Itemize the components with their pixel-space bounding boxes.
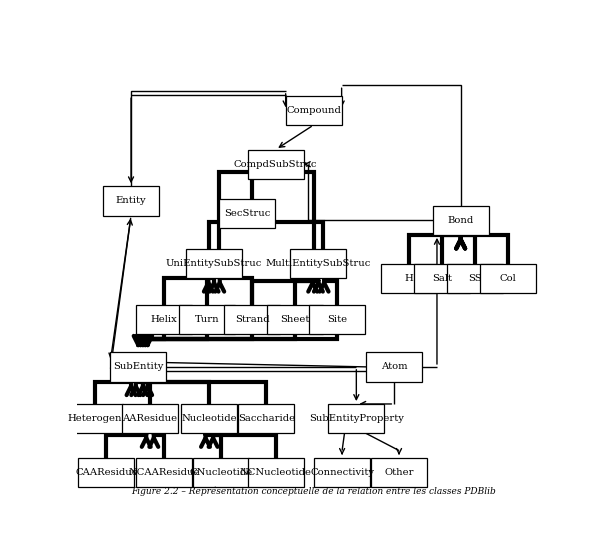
- Text: Compound: Compound: [286, 106, 341, 115]
- Text: Saccharide: Saccharide: [237, 414, 295, 423]
- Bar: [381, 264, 436, 293]
- Bar: [447, 264, 503, 293]
- Bar: [110, 352, 166, 381]
- Text: Figure 2.2 – Représentation conceptuelle de la relation entre les classes PDBlib: Figure 2.2 – Représentation conceptuelle…: [132, 487, 496, 496]
- Text: Helix: Helix: [151, 315, 177, 324]
- Bar: [136, 305, 192, 334]
- Text: MultiEntitySubStruc: MultiEntitySubStruc: [266, 259, 371, 268]
- Text: UniEntitySubStruc: UniEntitySubStruc: [166, 259, 262, 268]
- Text: H: H: [404, 274, 413, 283]
- Text: Bond: Bond: [447, 216, 474, 225]
- Text: SS: SS: [468, 274, 482, 283]
- Text: Heterogen: Heterogen: [67, 414, 122, 423]
- Bar: [267, 305, 323, 334]
- Bar: [367, 352, 422, 381]
- Bar: [433, 206, 488, 235]
- Bar: [238, 404, 294, 433]
- Bar: [224, 305, 280, 334]
- Bar: [314, 458, 370, 487]
- Bar: [122, 404, 178, 433]
- Bar: [286, 96, 341, 125]
- Bar: [181, 404, 237, 433]
- Bar: [179, 305, 235, 334]
- Text: CompdSubStruc: CompdSubStruc: [234, 160, 318, 169]
- Text: Strand: Strand: [234, 315, 269, 324]
- Text: CNucleotide: CNucleotide: [190, 468, 253, 477]
- Text: SubEntity: SubEntity: [113, 362, 163, 371]
- Text: CAAResidue: CAAResidue: [75, 468, 138, 477]
- Bar: [310, 305, 365, 334]
- Bar: [329, 404, 384, 433]
- Text: Col: Col: [500, 274, 517, 283]
- Text: Connectivity: Connectivity: [310, 468, 374, 477]
- Text: Salt: Salt: [431, 274, 452, 283]
- Bar: [103, 186, 159, 216]
- Bar: [414, 264, 469, 293]
- Bar: [248, 458, 304, 487]
- Bar: [67, 404, 122, 433]
- Bar: [219, 199, 275, 228]
- Bar: [136, 458, 192, 487]
- Text: SecStruc: SecStruc: [224, 209, 271, 218]
- Bar: [480, 264, 536, 293]
- Text: Entity: Entity: [116, 197, 146, 206]
- Text: Nucleotide: Nucleotide: [182, 414, 237, 423]
- Bar: [291, 249, 346, 278]
- Bar: [248, 150, 304, 179]
- Bar: [371, 458, 427, 487]
- Text: AAResidue: AAResidue: [122, 414, 177, 423]
- Bar: [193, 458, 249, 487]
- Text: NCAAResidue: NCAAResidue: [129, 468, 200, 477]
- Bar: [186, 249, 242, 278]
- Text: Site: Site: [327, 315, 348, 324]
- Text: SubEntityProperty: SubEntityProperty: [309, 414, 404, 423]
- Text: NCNucleotide: NCNucleotide: [240, 468, 312, 477]
- Text: Other: Other: [384, 468, 414, 477]
- Text: Sheet: Sheet: [280, 315, 309, 324]
- Text: Turn: Turn: [195, 315, 219, 324]
- Text: Atom: Atom: [381, 362, 408, 371]
- Bar: [78, 458, 135, 487]
